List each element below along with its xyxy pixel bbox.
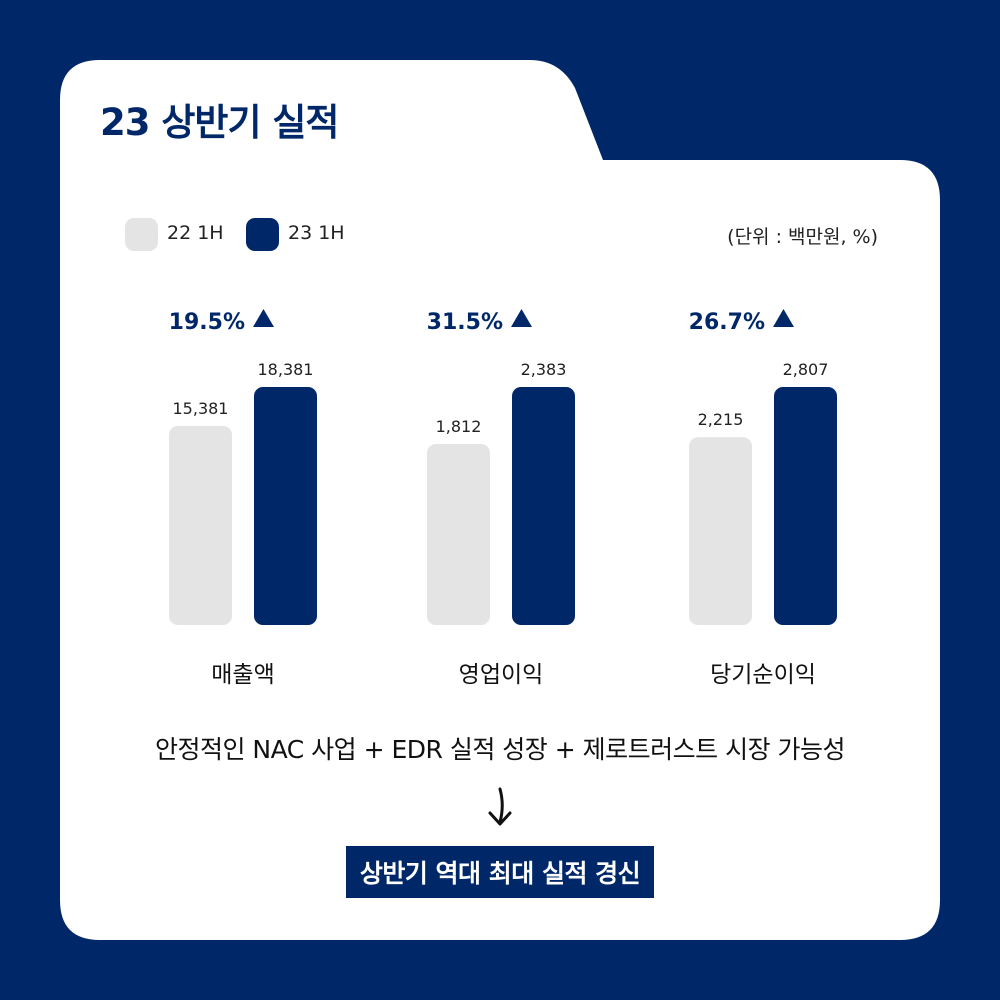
- legend-swatch-23-1h: [246, 218, 279, 251]
- bar-chart: 15,381 18,381 19.5% 매출액 1,812 2,383 31.5% 영업이익 2…: [169, 309, 837, 688]
- triangle-up-icon: [773, 309, 794, 327]
- data-label-curr-2: 2,807: [783, 360, 829, 379]
- unit-note: (단위 : 백만원, %): [727, 226, 878, 248]
- data-label-curr-0: 18,381: [258, 360, 314, 379]
- bar-curr-2: [774, 387, 837, 625]
- triangle-up-icon: [511, 309, 532, 327]
- legend-label-23-1h: 23 1H: [288, 222, 345, 244]
- category-label-0: 매출액: [211, 662, 274, 688]
- category-label-1: 영업이익: [459, 662, 544, 688]
- triangle-up-icon: [253, 309, 274, 327]
- legend-label-22-1h: 22 1H: [167, 222, 224, 244]
- bar-prev-1: [427, 444, 490, 625]
- growth-label-0: 19.5%: [169, 310, 245, 335]
- data-label-curr-1: 2,383: [521, 360, 567, 379]
- result-banner: 상반기 역대 최대 실적 경신: [0, 846, 1000, 898]
- bar-curr-1: [512, 387, 575, 625]
- growth-label-1: 31.5%: [427, 310, 503, 335]
- data-label-prev-2: 2,215: [698, 410, 744, 429]
- bar-curr-0: [254, 387, 317, 625]
- legend-swatch-22-1h: [125, 218, 158, 251]
- result-text: 상반기 역대 최대 실적 경신: [345, 846, 655, 898]
- category-label-2: 당기순이익: [710, 662, 816, 688]
- arrow-down-icon: [488, 787, 512, 826]
- bar-prev-2: [689, 437, 752, 625]
- data-label-prev-1: 1,812: [436, 417, 482, 436]
- data-label-prev-0: 15,381: [173, 399, 229, 418]
- bar-prev-0: [169, 425, 232, 625]
- page-title: 23 상반기 실적: [100, 101, 339, 144]
- growth-label-2: 26.7%: [689, 310, 765, 335]
- description-text: 안정적인 NAC 사업 + EDR 실적 성장 + 제로트러스트 시장 가능성: [154, 735, 846, 764]
